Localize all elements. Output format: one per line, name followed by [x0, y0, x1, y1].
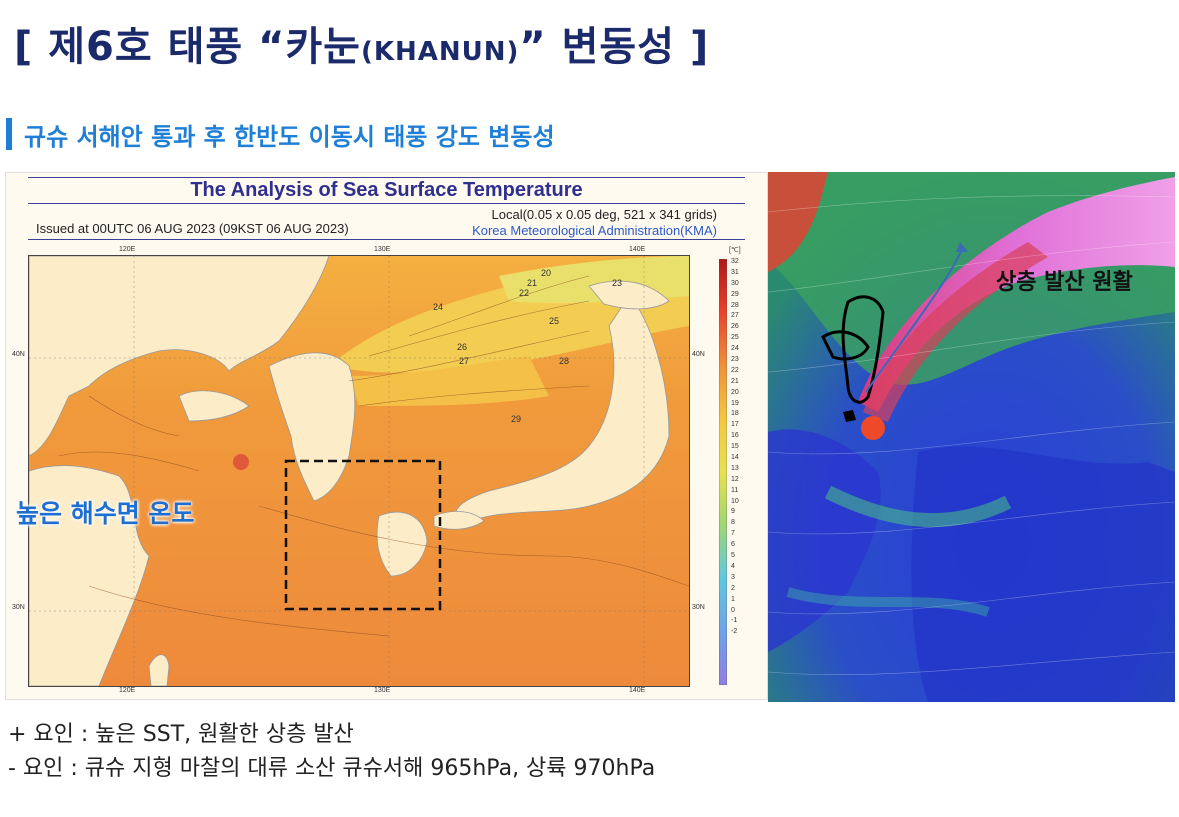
colorbar-tick-label: 26 [731, 323, 739, 331]
contour-label-22: 22 [519, 288, 530, 298]
colorbar-tick-label: 24 [731, 345, 739, 353]
lon-tick-130e-bottom: 130E [374, 687, 391, 694]
negative-factors: - 요인 : 큐슈 지형 마찰의 대류 소산 큐슈서해 965hPa, 상륙 9… [8, 756, 656, 781]
colorbar-tick-label: 22 [731, 366, 739, 374]
colorbar-tick-label: 15 [731, 443, 739, 451]
colorbar-tick-label: 10 [731, 497, 739, 505]
contour-label-27: 27 [459, 356, 470, 366]
colorbar-tick-label: 11 [731, 486, 739, 494]
colorbar-unit-label: [℃] [729, 247, 741, 254]
contour-label-21: 21 [527, 278, 538, 288]
colorbar-tick-label: 4 [731, 562, 735, 570]
sst-issued-time: Issued at 00UTC 06 AUG 2023 (09KST 06 AU… [36, 221, 349, 236]
contour-label-26: 26 [457, 342, 468, 352]
colorbar-tick-label: 13 [731, 464, 739, 472]
figure-rule-bottom [28, 239, 745, 240]
colorbar-tick-label: 5 [731, 552, 735, 560]
colorbar-tick-label: 9 [731, 508, 735, 516]
colorbar-tick-label: 32 [731, 258, 739, 265]
colorbar-tick-label: 18 [731, 410, 739, 418]
lon-tick-130e-top: 130E [374, 246, 391, 253]
sst-grid-info: Local(0.05 x 0.05 deg, 521 x 341 grids) [491, 207, 717, 222]
colorbar-tick-label: 17 [731, 421, 739, 429]
lon-tick-120e-top: 120E [119, 246, 136, 253]
lat-tick-30n-left: 30N [12, 604, 25, 611]
colorbar-tick-label: 1 [731, 595, 735, 603]
lon-tick-120e-bottom: 120E [119, 687, 136, 694]
slide-title-paren: (KHANUN) [360, 37, 520, 67]
figure-rule-top [28, 177, 745, 178]
colorbar-tick-label: 25 [731, 334, 739, 342]
sst-colorbar [719, 259, 727, 685]
colorbar-tick-label: 29 [731, 290, 739, 298]
slide-title: [ 제6호 태풍 “카눈(KHANUN)” 변동성 ] [14, 14, 709, 72]
colorbar-tick-label: 3 [731, 573, 735, 581]
lat-tick-40n-right: 40N [692, 351, 705, 358]
upper-wind-figure [768, 172, 1175, 702]
colorbar-tick-label: 7 [731, 530, 735, 538]
sst-map-graphic [29, 256, 689, 686]
colorbar-tick-label: 30 [731, 279, 739, 287]
colorbar-tick-label: 28 [731, 301, 739, 309]
contour-label-29: 29 [511, 414, 522, 424]
colorbar-tick-label: 0 [731, 606, 735, 614]
contour-label-24: 24 [433, 302, 444, 312]
high-sst-callout: 높은 해수면 온도 [16, 499, 195, 528]
lat-tick-40n-left: 40N [12, 351, 25, 358]
upper-wind-graphic [768, 172, 1175, 702]
colorbar-tick-label: 19 [731, 399, 739, 407]
colorbar-tick-label: 23 [731, 356, 739, 364]
colorbar-tick-label: 8 [731, 519, 735, 527]
sst-agency: Korea Meteorological Administration(KMA) [472, 223, 717, 238]
colorbar-tick-label: 20 [731, 388, 739, 396]
contour-label-20: 20 [541, 268, 552, 278]
lon-tick-140e-top: 140E [629, 246, 646, 253]
colorbar-labels: [℃] 32 31 30 29 28 27 26 25 24 23 22 21 20 19 18 17 16 15 1… [729, 247, 741, 638]
colorbar-tick-label: 16 [731, 432, 739, 440]
slide-title-tail: ” 변동성 ] [519, 24, 710, 70]
colorbar-tick-label: 12 [731, 475, 739, 483]
lat-tick-30n-right: 30N [692, 604, 705, 611]
figure-rule-mid [28, 203, 745, 204]
sst-figure-title: The Analysis of Sea Surface Temperature [190, 179, 583, 201]
colorbar-tick-label: -1 [731, 617, 738, 625]
sst-analysis-figure: The Analysis of Sea Surface Temperature … [5, 172, 768, 700]
colorbar-tick-label: 21 [731, 377, 739, 385]
upper-divergence-label: 상층 발산 원활 [996, 270, 1133, 295]
sst-map: 20 21 22 23 24 25 26 27 28 29 [28, 255, 690, 687]
colorbar-tick-label: 27 [731, 312, 739, 320]
contour-label-23: 23 [612, 278, 623, 288]
subtitle-accent-bar [6, 118, 12, 150]
colorbar-tick-label: 2 [731, 584, 735, 592]
slide-title-main: [ 제6호 태풍 “카눈 [14, 24, 361, 70]
subtitle: 규슈 서해안 통과 후 한반도 이동시 태풍 강도 변동성 [24, 123, 555, 151]
lon-tick-140e-bottom: 140E [629, 687, 646, 694]
colorbar-tick-label: -2 [731, 628, 738, 636]
positive-factors: + 요인 : 높은 SST, 원활한 상층 발산 [8, 722, 354, 747]
colorbar-tick-label: 31 [731, 268, 739, 276]
contour-label-25: 25 [549, 316, 560, 326]
colorbar-tick-label: 6 [731, 541, 735, 549]
colorbar-tick-label: 14 [731, 454, 739, 462]
contour-label-28: 28 [559, 356, 570, 366]
